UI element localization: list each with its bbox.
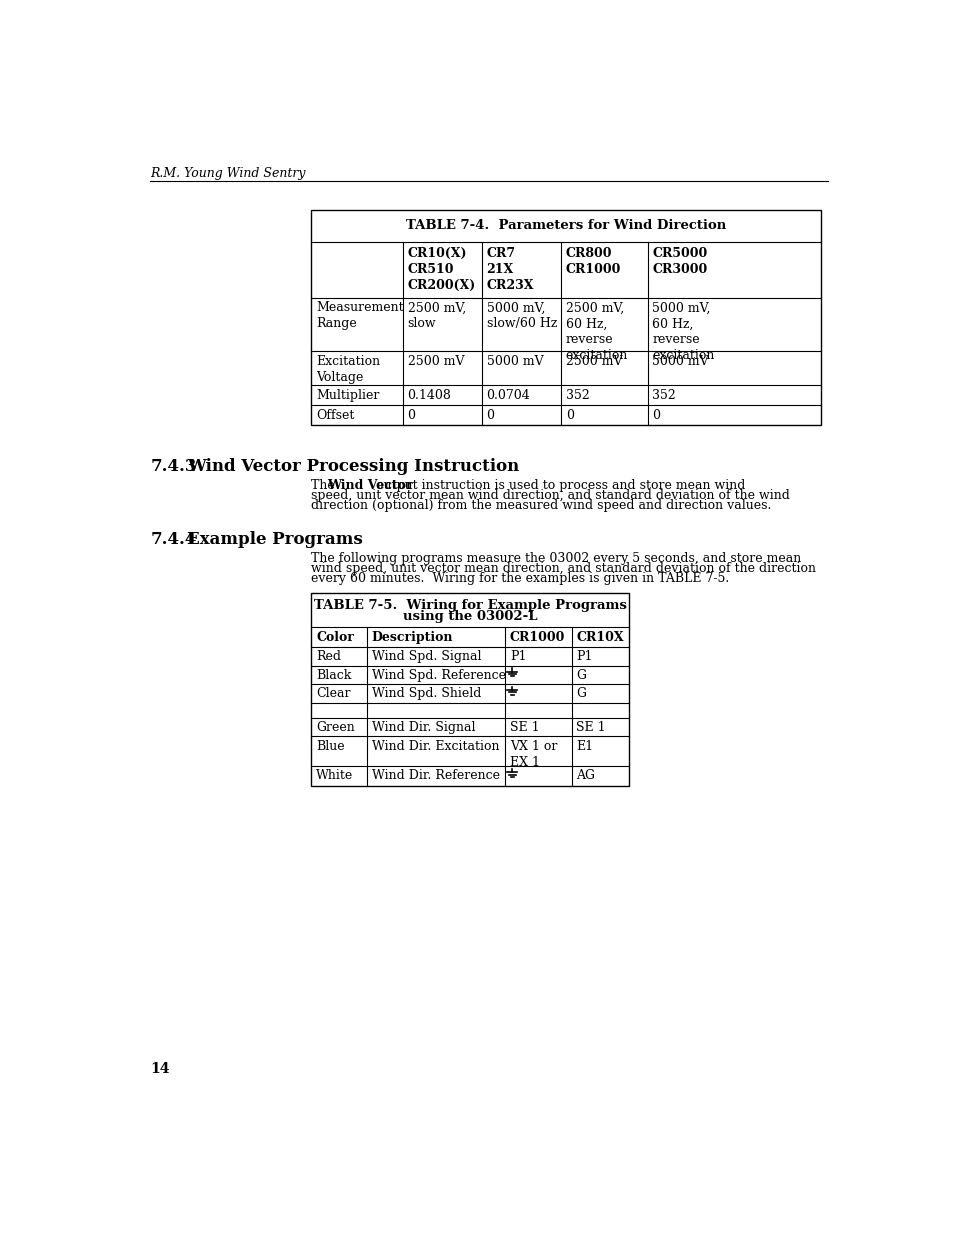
Text: G: G <box>576 668 586 682</box>
Text: Measurement
Range: Measurement Range <box>315 301 403 331</box>
Text: Clear: Clear <box>315 687 351 700</box>
Text: Green: Green <box>315 721 355 734</box>
Text: Red: Red <box>315 651 341 663</box>
Text: CR800
CR1000: CR800 CR1000 <box>565 247 620 275</box>
Text: Wind Spd. Signal: Wind Spd. Signal <box>372 651 481 663</box>
Text: 0.1408: 0.1408 <box>407 389 451 403</box>
Text: 7.4.3: 7.4.3 <box>150 458 196 474</box>
Text: direction (optional) from the measured wind speed and direction values.: direction (optional) from the measured w… <box>311 499 771 513</box>
Text: every 60 minutes.  Wiring for the examples is given in TABLE 7-5.: every 60 minutes. Wiring for the example… <box>311 573 729 585</box>
Text: P1: P1 <box>509 651 526 663</box>
Text: AG: AG <box>576 769 595 782</box>
Bar <box>311 210 821 425</box>
Text: 352: 352 <box>652 389 676 403</box>
Text: 352: 352 <box>565 389 589 403</box>
Text: CR10(X)
CR510
CR200(X): CR10(X) CR510 CR200(X) <box>407 247 476 291</box>
Text: The following programs measure the 03002 every 5 seconds, and store mean: The following programs measure the 03002… <box>311 552 801 566</box>
Text: Offset: Offset <box>315 409 355 422</box>
Text: 5000 mV: 5000 mV <box>652 356 708 368</box>
Text: R.M. Young Wind Sentry: R.M. Young Wind Sentry <box>150 168 305 180</box>
Text: TABLE 7-4.  Parameters for Wind Direction: TABLE 7-4. Parameters for Wind Direction <box>406 219 726 232</box>
Text: 2500 mV: 2500 mV <box>565 356 621 368</box>
Text: E1: E1 <box>576 740 593 752</box>
Text: 0.0704: 0.0704 <box>486 389 530 403</box>
Text: 14: 14 <box>150 1062 170 1076</box>
Text: Wind Spd. Shield: Wind Spd. Shield <box>372 687 480 700</box>
Text: CR7
21X
CR23X: CR7 21X CR23X <box>486 247 534 291</box>
Text: output instruction is used to process and store mean wind: output instruction is used to process an… <box>372 479 744 493</box>
Text: White: White <box>315 769 353 782</box>
Text: Wind Dir. Signal: Wind Dir. Signal <box>372 721 475 734</box>
Text: Excitation
Voltage: Excitation Voltage <box>315 356 380 384</box>
Text: 0: 0 <box>652 409 659 422</box>
Text: Wind Vector Processing Instruction: Wind Vector Processing Instruction <box>187 458 519 474</box>
Text: CR10X: CR10X <box>576 631 623 643</box>
Text: 5000 mV: 5000 mV <box>486 356 542 368</box>
Text: 2500 mV: 2500 mV <box>407 356 463 368</box>
Text: Black: Black <box>315 668 351 682</box>
Text: 2500 mV,
60 Hz,
reverse
excitation: 2500 mV, 60 Hz, reverse excitation <box>565 301 627 362</box>
Text: Color: Color <box>315 631 354 643</box>
Text: The: The <box>311 479 339 493</box>
Text: Description: Description <box>372 631 453 643</box>
Text: using the 03002-L: using the 03002-L <box>403 610 537 624</box>
Bar <box>311 593 629 785</box>
Text: Blue: Blue <box>315 740 344 752</box>
Text: G: G <box>576 687 586 700</box>
Text: wind speed, unit vector mean direction, and standard deviation of the direction: wind speed, unit vector mean direction, … <box>311 562 816 576</box>
Text: Wind Spd. Reference: Wind Spd. Reference <box>372 668 505 682</box>
Text: TABLE 7-5.  Wiring for Example Programs: TABLE 7-5. Wiring for Example Programs <box>314 599 626 613</box>
Text: Wind Vector: Wind Vector <box>327 479 412 493</box>
Text: 5000 mV,
slow/60 Hz: 5000 mV, slow/60 Hz <box>486 301 557 331</box>
Text: 5000 mV,
60 Hz,
reverse
excitation: 5000 mV, 60 Hz, reverse excitation <box>652 301 714 362</box>
Text: SE 1: SE 1 <box>576 721 605 734</box>
Text: P1: P1 <box>576 651 593 663</box>
Text: 0: 0 <box>486 409 494 422</box>
Text: Multiplier: Multiplier <box>315 389 379 403</box>
Text: speed, unit vector mean wind direction, and standard deviation of the wind: speed, unit vector mean wind direction, … <box>311 489 789 503</box>
Text: VX 1 or
EX 1: VX 1 or EX 1 <box>509 740 557 768</box>
Text: CR1000: CR1000 <box>509 631 564 643</box>
Text: CR5000
CR3000: CR5000 CR3000 <box>652 247 707 275</box>
Text: Wind Dir. Excitation: Wind Dir. Excitation <box>372 740 498 752</box>
Text: 2500 mV,
slow: 2500 mV, slow <box>407 301 465 331</box>
Text: 0: 0 <box>565 409 573 422</box>
Text: Example Programs: Example Programs <box>187 531 363 548</box>
Text: SE 1: SE 1 <box>509 721 538 734</box>
Text: Wind Dir. Reference: Wind Dir. Reference <box>372 769 499 782</box>
Text: 0: 0 <box>407 409 416 422</box>
Text: 7.4.4: 7.4.4 <box>150 531 196 548</box>
